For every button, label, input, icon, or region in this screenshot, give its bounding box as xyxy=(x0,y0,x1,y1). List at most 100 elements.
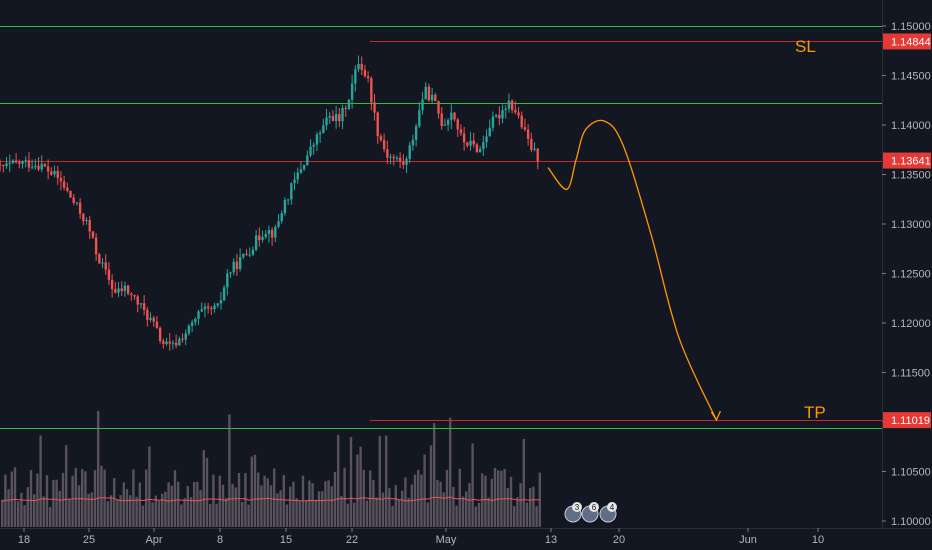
candle-body xyxy=(130,293,133,296)
candle-body xyxy=(334,113,338,122)
time-axis[interactable]: 18 25 Apr 8 15 22 May 13 20 Jun 10 xyxy=(18,528,824,546)
candle-body xyxy=(50,171,53,175)
candle xyxy=(158,326,162,344)
volume-bar xyxy=(445,469,449,527)
candle xyxy=(494,113,498,119)
volume-bar xyxy=(231,483,234,527)
candle xyxy=(0,159,2,172)
volume-bar xyxy=(493,467,497,527)
candle-body xyxy=(152,317,155,322)
candle xyxy=(453,111,456,122)
candle xyxy=(347,99,351,111)
candle xyxy=(315,131,319,152)
x-tick-label: 20 xyxy=(613,534,625,546)
volume-bar xyxy=(337,434,340,527)
candle-body xyxy=(520,115,523,128)
candle xyxy=(357,55,360,73)
volume-bar xyxy=(122,482,125,527)
candle-body xyxy=(466,142,469,146)
volume-bar xyxy=(65,445,68,527)
candle xyxy=(146,307,149,327)
volume-bar xyxy=(257,472,260,527)
candle-body xyxy=(370,78,373,103)
candle-body xyxy=(69,190,72,198)
volume-bar xyxy=(513,506,516,527)
candle-body xyxy=(386,149,389,158)
volume-bar xyxy=(119,495,122,527)
volume-bar xyxy=(196,481,199,527)
volume-bar xyxy=(314,499,317,527)
candle-body xyxy=(242,253,245,258)
candle-body xyxy=(216,303,219,306)
candle xyxy=(395,155,399,162)
volume-bar xyxy=(221,484,225,527)
volume-bar xyxy=(365,500,369,527)
volume-bar xyxy=(116,499,119,527)
candle-body xyxy=(229,272,232,274)
volume-bar xyxy=(311,483,314,527)
x-tick-label: Apr xyxy=(145,534,162,546)
volume-bar xyxy=(74,467,77,527)
volume-bar xyxy=(295,498,298,527)
volume-bar xyxy=(135,496,138,527)
volume-bar xyxy=(183,498,186,527)
candle-body xyxy=(510,100,514,110)
volume-bar xyxy=(385,435,388,527)
event-badge[interactable]: 4 xyxy=(599,502,617,523)
volume-bar xyxy=(324,481,327,527)
candle-body xyxy=(98,254,101,264)
candle xyxy=(187,323,191,336)
candle-body xyxy=(523,127,527,130)
projection-curve[interactable] xyxy=(547,119,717,421)
y-tick-label: 1.14000 xyxy=(891,120,931,132)
x-tick-label: 13 xyxy=(545,534,557,546)
candle xyxy=(171,339,175,350)
candle xyxy=(379,133,383,142)
candle-body xyxy=(85,219,88,222)
candle xyxy=(24,156,27,168)
volume-bar xyxy=(340,496,343,527)
y-tick-label: 1.13000 xyxy=(891,219,931,231)
volume-bar xyxy=(55,479,58,527)
volume-bar xyxy=(161,493,164,527)
candle xyxy=(427,83,431,102)
candle xyxy=(75,201,79,206)
volume-bar xyxy=(109,495,113,527)
candle-body xyxy=(338,113,341,122)
volume-bar xyxy=(375,497,378,527)
candle-body xyxy=(14,160,18,163)
candle xyxy=(11,158,15,165)
candle xyxy=(392,154,395,166)
volume-bar xyxy=(426,502,429,527)
volume-bar xyxy=(353,502,356,527)
candle-body xyxy=(264,233,267,237)
event-badge[interactable]: 6 xyxy=(581,502,599,523)
candle xyxy=(533,142,536,152)
candle-body xyxy=(514,109,517,113)
price-label-text: 1.14844 xyxy=(891,36,931,48)
candle-body xyxy=(322,125,325,133)
candle xyxy=(309,139,312,158)
event-badges[interactable]: 3 6 4 xyxy=(564,502,617,523)
x-tick-label: 22 xyxy=(346,534,358,546)
candle xyxy=(331,110,335,122)
volume-bar xyxy=(439,481,442,527)
candle xyxy=(56,165,59,185)
candle-body xyxy=(133,295,136,297)
candle xyxy=(101,258,104,269)
candle xyxy=(482,135,485,156)
candle xyxy=(50,167,53,176)
candle xyxy=(210,305,213,315)
candle xyxy=(274,224,277,243)
candle xyxy=(290,182,293,205)
candle xyxy=(78,198,82,219)
event-badge[interactable]: 3 xyxy=(564,502,582,523)
volume-bar xyxy=(52,480,55,527)
candle-body xyxy=(469,140,472,146)
candle-body xyxy=(149,317,152,320)
candle-body xyxy=(213,305,216,310)
candle xyxy=(34,158,37,170)
volume-bar xyxy=(39,435,42,527)
candle xyxy=(491,111,495,132)
